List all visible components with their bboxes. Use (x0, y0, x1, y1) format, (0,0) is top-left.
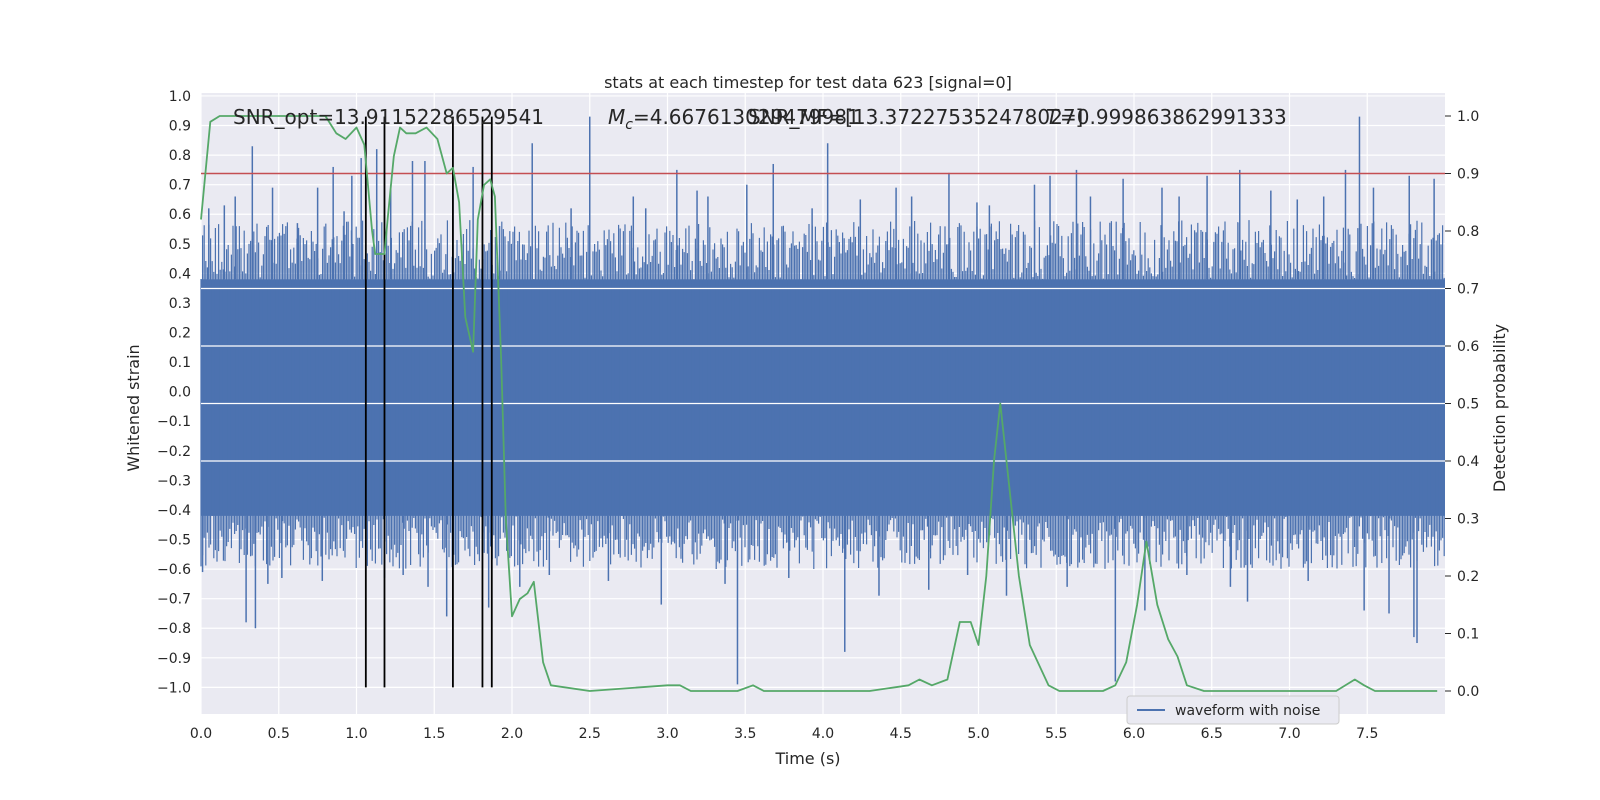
annotation-snr-mf: SNR_MF=[13.372275352478027] (748, 105, 1083, 129)
x-tick-label: 4.5 (890, 726, 912, 742)
y-right-axis-label: Detection probability (1490, 324, 1509, 492)
x-tick-label: 6.5 (1201, 726, 1223, 742)
y-right-tick-label: 0.8 (1457, 224, 1479, 240)
y-right-tick-label: 0.4 (1457, 454, 1479, 470)
y-left-tick-label: 0.4 (169, 266, 191, 282)
x-tick-label: 5.0 (967, 726, 989, 742)
x-tick-label: 2.5 (579, 726, 601, 742)
y-right-tick-label: 0.3 (1457, 512, 1479, 528)
legend: waveform with noise (1126, 695, 1340, 725)
y-right-tick-label: 0.2 (1457, 569, 1479, 585)
y-left-tick-label: −0.4 (157, 503, 191, 519)
y-right-tick-label: 0.5 (1457, 397, 1479, 413)
y-right-axis-ticks: 1.0 0.9 0.8 0.7 0.6 0.5 0.4 0.3 0.2 0.1 0.0 (1445, 109, 1479, 700)
detection-probability-line (200, 115, 1438, 692)
annotation-t: =0.999863862991333 (1060, 105, 1287, 129)
y-left-tick-label: 0.0 (169, 385, 191, 401)
annotation-t-value: =0.999863862991333 (1060, 105, 1287, 129)
legend-box (1126, 695, 1340, 725)
x-tick-label: 6.0 (1123, 726, 1145, 742)
y-left-tick-label: 0.6 (169, 207, 191, 223)
y-right-tick-label: 1.0 (1457, 109, 1479, 125)
annotation-mc-subscript: c (625, 117, 633, 133)
y-left-tick-label: −0.6 (157, 562, 191, 578)
x-tick-label: 7.0 (1278, 726, 1300, 742)
y-left-tick-label: −0.1 (157, 414, 191, 430)
y-right-tick-label: 0.0 (1457, 684, 1479, 700)
y-left-axis-ticks: 1.0 0.9 0.8 0.7 0.6 0.5 0.4 0.3 0.2 0.1 0.0 −0.1 −0.… (157, 89, 191, 696)
x-axis-label: Time (s) (774, 749, 840, 768)
y-left-tick-label: 0.5 (169, 237, 191, 253)
y-right-tick-label: 0.6 (1457, 339, 1479, 355)
y-left-tick-label: 0.8 (169, 148, 191, 164)
x-tick-label: 5.5 (1045, 726, 1067, 742)
annotation-chirp-mass: Mc=4.667613029479981 (608, 105, 860, 133)
x-tick-label: 7.5 (1356, 726, 1378, 742)
y-left-tick-label: −0.8 (157, 621, 191, 637)
y-left-tick-label: 0.2 (169, 326, 191, 342)
y-left-tick-label: −0.3 (157, 473, 191, 489)
x-tick-label: 2.0 (501, 726, 523, 742)
y-left-tick-label: 1.0 (169, 89, 191, 105)
y-left-tick-label: 0.1 (169, 355, 191, 371)
vertical-markers (364, 116, 493, 688)
probability-layer (200, 115, 1438, 692)
x-tick-label: 4.0 (812, 726, 834, 742)
x-tick-label: 0.0 (190, 726, 212, 742)
y-left-tick-label: −0.5 (157, 533, 191, 549)
annotation-snr-opt: SNR_opt=13.91152286529541 (233, 105, 544, 129)
y-left-tick-label: −0.2 (157, 444, 191, 460)
y-left-tick-label: −0.7 (157, 592, 191, 608)
x-tick-label: 1.0 (345, 726, 367, 742)
y-right-tick-label: 0.9 (1457, 167, 1479, 183)
y-right-tick-label: 0.1 (1457, 627, 1479, 643)
x-tick-label: 1.5 (423, 726, 445, 742)
legend-label-waveform: waveform with noise (1175, 703, 1320, 719)
y-left-axis-label: Whitened strain (124, 344, 143, 471)
x-tick-label: 3.0 (656, 726, 678, 742)
y-left-tick-label: 0.9 (169, 119, 191, 135)
strain-series (200, 116, 1445, 685)
chart-title: stats at each timestep for test data 623… (604, 73, 1012, 92)
y-left-tick-label: 0.7 (169, 178, 191, 194)
y-left-tick-label: −0.9 (157, 651, 191, 667)
annotation-t-symbol: T (1046, 105, 1060, 129)
annotation-mc-symbol: M (608, 105, 625, 129)
x-tick-label: 0.5 (268, 726, 290, 742)
x-axis-ticks: 0.0 0.5 1.0 1.5 2.0 2.5 3.0 3.5 4.0 4.5 5.0 5.5 6.0 6… (190, 726, 1379, 742)
y-left-tick-label: 0.3 (169, 296, 191, 312)
y-right-tick-label: 0.7 (1457, 282, 1479, 298)
x-tick-label: 3.5 (734, 726, 756, 742)
y-left-tick-label: −1.0 (157, 680, 191, 696)
annotation-mc-value: =4.667613029479981 (633, 105, 860, 129)
